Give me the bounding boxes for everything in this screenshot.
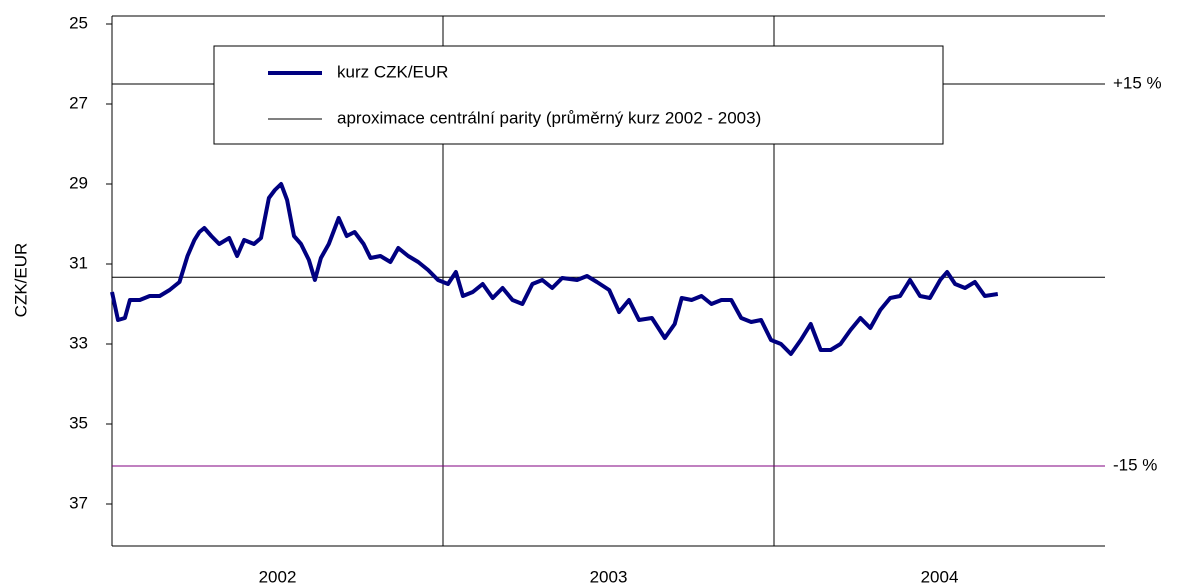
reference-label: +15 % xyxy=(1113,73,1162,92)
y-tick-label: 31 xyxy=(69,253,88,272)
x-tick-label: 2002 xyxy=(259,567,297,586)
legend-box xyxy=(213,45,944,145)
y-tick-label: 33 xyxy=(69,333,88,352)
y-tick-label: 25 xyxy=(69,13,88,32)
y-axis-label: CZK/EUR xyxy=(11,243,30,318)
series-line xyxy=(110,182,999,356)
y-tick-label: 29 xyxy=(69,173,88,192)
y-tick-label: 37 xyxy=(69,493,88,512)
x-tick-label: 2003 xyxy=(590,567,628,586)
reference-label: -15 % xyxy=(1113,455,1157,474)
y-tick-label: 27 xyxy=(69,93,88,112)
y-tick-label: 35 xyxy=(69,413,88,432)
x-tick-label: 2004 xyxy=(921,567,959,586)
legend-label: aproximace centrální parity (průměrný ku… xyxy=(337,108,761,127)
legend-label: kurz CZK/EUR xyxy=(337,62,448,81)
